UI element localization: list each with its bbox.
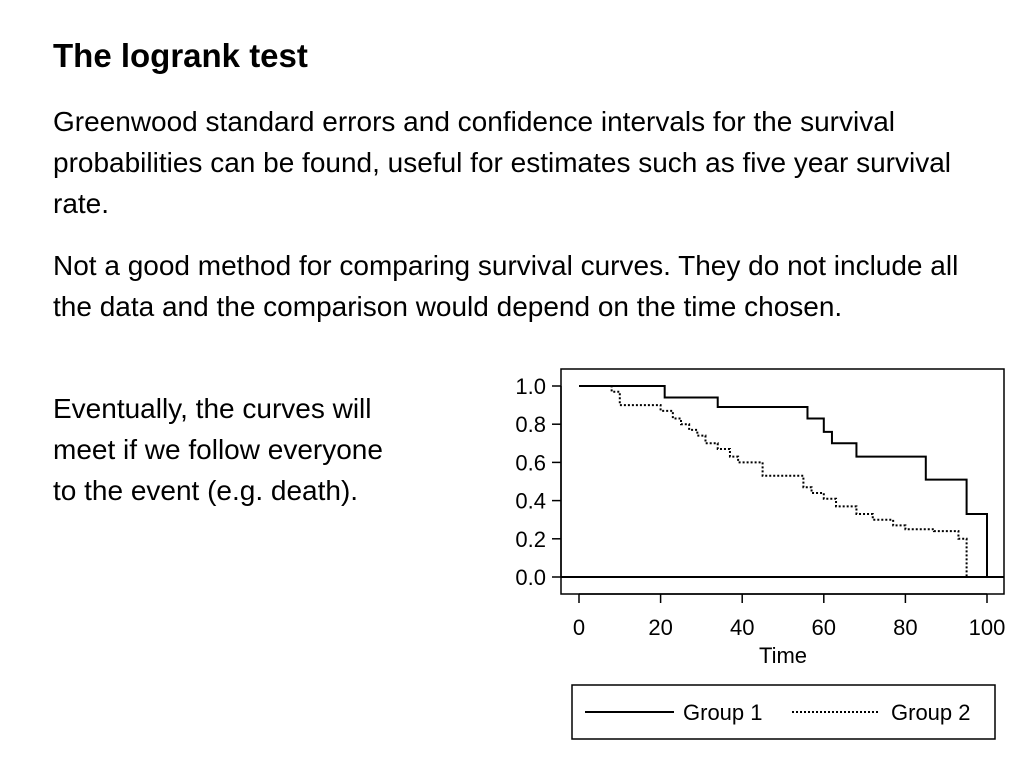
x-tick-label: 80 <box>893 615 917 640</box>
legend-box <box>571 684 996 740</box>
legend: Group 1 Group 2 <box>571 684 996 740</box>
paragraph-greenwood: Greenwood standard errors and confidence… <box>53 106 952 219</box>
x-tick-label: 20 <box>648 615 672 640</box>
x-tick-label: 40 <box>730 615 754 640</box>
paragraph-curves-meet: Eventually, the curves will meet if we f… <box>53 393 383 506</box>
legend-label-group-1: Group 1 <box>683 700 763 725</box>
y-tick-label: 0.0 <box>515 565 546 590</box>
y-tick-label: 0.8 <box>515 412 546 437</box>
slide-title: The logrank test <box>53 37 308 74</box>
series-line-group-2 <box>579 385 968 577</box>
x-tick-label: 100 <box>969 615 1006 640</box>
y-tick-label: 1.0 <box>515 374 546 399</box>
legend-label-group-2: Group 2 <box>891 700 971 725</box>
y-tick-label: 0.6 <box>515 450 546 475</box>
y-tick-label: 0.4 <box>515 489 546 514</box>
x-tick-label: 60 <box>812 615 836 640</box>
series-line-group-1 <box>579 385 988 577</box>
y-tick-label: 0.2 <box>515 527 546 552</box>
plot-frame <box>560 368 1005 595</box>
paragraph-comparison: Not a good method for comparing survival… <box>53 250 959 322</box>
x-tick-label: 0 <box>573 615 585 640</box>
x-axis-label: Time <box>759 643 807 668</box>
